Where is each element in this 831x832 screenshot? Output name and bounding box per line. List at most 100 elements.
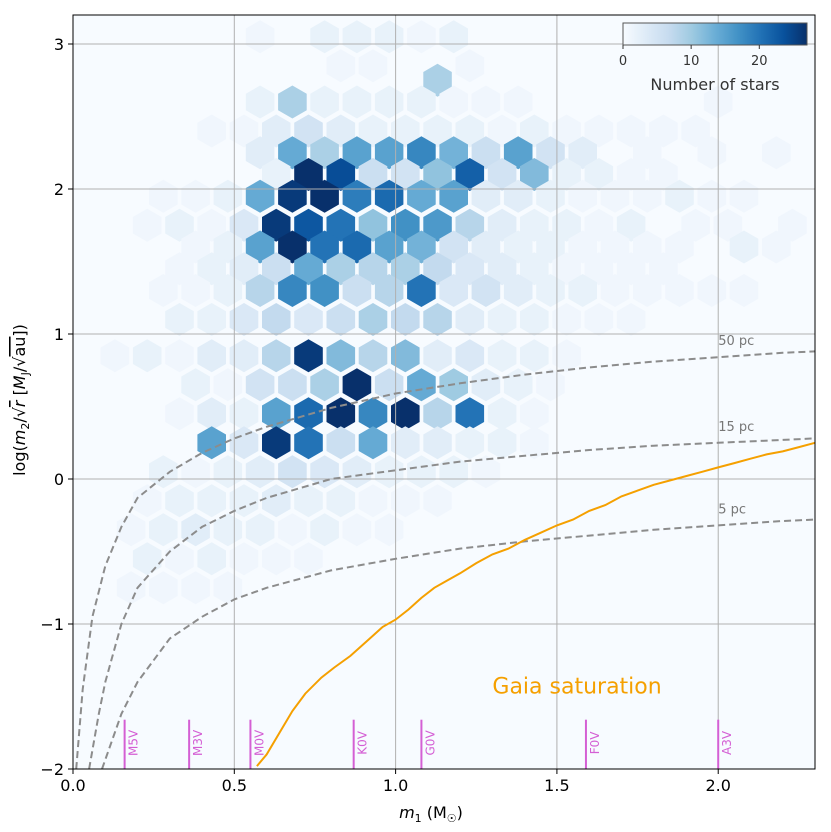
- hex-bin: [536, 179, 565, 213]
- hex-bin: [278, 179, 307, 213]
- hex-bin: [197, 339, 226, 373]
- hex-bin: [229, 208, 259, 242]
- x-tick-label: 1.5: [544, 776, 569, 795]
- gaia-saturation-layer: [256, 441, 816, 767]
- hex-bin: [552, 208, 581, 242]
- hex-bin: [503, 274, 533, 307]
- hex-bin: [423, 397, 452, 431]
- hex-bin: [713, 208, 743, 242]
- hex-bin: [665, 274, 694, 307]
- hex-bin: [181, 179, 210, 213]
- hex-bin: [487, 158, 517, 191]
- hex-bin: [455, 158, 485, 191]
- hex-bin: [326, 114, 356, 148]
- hex-bin: [455, 339, 485, 373]
- hex-bin: [294, 339, 323, 373]
- hex-bin: [600, 274, 630, 307]
- hex-bin: [455, 303, 485, 336]
- hex-bin: [729, 230, 759, 264]
- hex-bin: [132, 208, 162, 242]
- hex-bin: [649, 158, 678, 191]
- hex-bin: [439, 85, 468, 119]
- hex-bin: [245, 136, 275, 170]
- hex-bin: [455, 426, 485, 460]
- hex-bin: [391, 484, 420, 518]
- hex-bin: [552, 252, 581, 286]
- hex-bin: [778, 208, 807, 242]
- hex-bin: [358, 252, 388, 286]
- hex-bin: [616, 252, 646, 286]
- colorbar-tick-label: 10: [683, 54, 700, 69]
- hex-bin: [326, 397, 356, 431]
- hex-bin: [471, 179, 501, 213]
- hex-bin: [568, 230, 597, 264]
- hex-bin: [149, 571, 178, 605]
- hex-bin: [181, 571, 210, 605]
- spectral-type-label: M0V: [252, 729, 266, 756]
- hex-bin: [407, 455, 436, 489]
- spectral-type-label: M3V: [191, 729, 205, 756]
- hex-bin: [132, 484, 162, 518]
- hex-bin: [197, 252, 226, 286]
- hex-bin: [665, 179, 694, 213]
- hex-bin: [439, 20, 468, 54]
- hex-bin: [439, 136, 468, 170]
- hex-bin: [552, 114, 581, 148]
- hex-bin: [729, 274, 759, 307]
- hex-bin: [455, 208, 485, 242]
- distance-curve-label: 15 pc: [718, 420, 754, 435]
- hex-bin: [294, 114, 323, 148]
- hex-bin: [552, 303, 581, 336]
- hex-bin: [471, 230, 501, 264]
- hex-bin: [616, 114, 646, 148]
- hex-bin: [294, 158, 323, 191]
- hex-bin: [729, 179, 759, 213]
- hex-bin: [407, 20, 436, 54]
- x-axis-label: m1 (M☉): [399, 803, 463, 825]
- hex-bin: [520, 114, 549, 148]
- hex-bin: [616, 158, 646, 191]
- hex-bin: [762, 230, 791, 264]
- spectral-type-layer: M5V M3V M0V K0V G0V F0V A3V: [123, 719, 734, 769]
- gaia-saturation-label: Gaia saturation: [492, 675, 661, 700]
- hex-bin: [229, 426, 259, 460]
- y-tick-label: 1: [54, 325, 64, 344]
- x-tick-label: 0.5: [222, 776, 247, 795]
- hex-bin: [278, 274, 307, 307]
- hex-bin: [326, 339, 356, 373]
- hex-bin: [229, 339, 259, 373]
- colorbar: 0 10 20 Number of stars: [619, 22, 808, 94]
- hex-bin: [245, 513, 275, 547]
- hex-bin: [229, 397, 259, 431]
- hex-bin: [536, 368, 565, 402]
- hex-bin: [633, 179, 662, 213]
- distance-curve-label: 5 pc: [718, 502, 746, 517]
- hex-bin: [326, 426, 356, 460]
- hex-bin: [310, 274, 339, 307]
- hex-bin: [471, 455, 501, 489]
- hex-bin: [262, 158, 291, 191]
- hex-bin: [262, 397, 291, 431]
- hex-bin: [407, 85, 436, 119]
- hex-bin: [471, 136, 501, 170]
- hex-bin: [278, 85, 307, 119]
- gaia-saturation-line: [256, 441, 816, 767]
- hex-bin: [213, 571, 243, 605]
- hex-bin: [342, 20, 372, 54]
- hex-bin: [132, 542, 162, 576]
- hex-bin: [649, 252, 678, 286]
- hex-bin: [391, 158, 420, 191]
- hex-bin: [181, 455, 210, 489]
- hex-bin: [213, 274, 243, 307]
- hex-bin: [487, 252, 517, 286]
- hex-bin: [294, 484, 323, 518]
- hex-bin: [681, 114, 710, 148]
- hex-bin: [197, 484, 226, 518]
- hex-bin: [407, 179, 436, 213]
- hex-bin: [100, 339, 130, 373]
- hex-bin: [213, 513, 243, 547]
- hex-bin: [358, 158, 388, 191]
- hex-bin: [503, 179, 533, 213]
- hex-bin: [649, 114, 678, 148]
- hex-bin: [358, 303, 388, 336]
